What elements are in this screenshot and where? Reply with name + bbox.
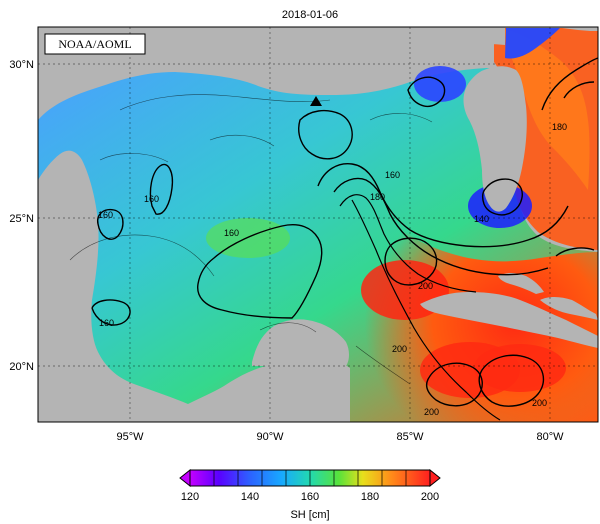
red-eddy-east bbox=[474, 344, 566, 392]
colorbar bbox=[179, 468, 441, 488]
lon-tick: 95°W bbox=[116, 431, 144, 443]
contour-label: 200 bbox=[418, 281, 433, 291]
contour-label: 160 bbox=[98, 210, 113, 220]
colorbar-tick: 140 bbox=[241, 491, 259, 503]
contour-label-group: 160 160 160 160 180 160 180 140 200 200 … bbox=[98, 122, 567, 417]
contour-label: 200 bbox=[392, 344, 407, 354]
source-label-box bbox=[44, 33, 146, 55]
cuba bbox=[420, 292, 598, 348]
contour-label: 180 bbox=[370, 192, 385, 202]
contour-label: 180 bbox=[552, 122, 567, 132]
contour-label: 160 bbox=[144, 194, 159, 204]
lon-tick: 85°W bbox=[396, 431, 424, 443]
north-coast-land bbox=[38, 27, 598, 80]
contour-label: 160 bbox=[385, 170, 400, 180]
thin-contours bbox=[69, 94, 433, 385]
contour-label: 200 bbox=[424, 407, 439, 417]
bahamas-islands bbox=[498, 273, 544, 294]
mexico-west-land bbox=[38, 150, 196, 422]
colorbar-tick: 180 bbox=[361, 491, 379, 503]
contour-label: 160 bbox=[224, 228, 239, 238]
lat-tick: 25°N bbox=[9, 213, 34, 225]
cold-eddy-north bbox=[505, 28, 560, 59]
colorbar-tick: 120 bbox=[181, 491, 199, 503]
blue-eddy-north bbox=[414, 66, 466, 102]
colorbar-label: SH [cm] bbox=[290, 509, 329, 521]
yucatan-peninsula bbox=[252, 319, 349, 366]
gridlines bbox=[38, 27, 598, 422]
contour-label: 200 bbox=[532, 398, 547, 408]
lon-tick: 80°W bbox=[536, 431, 564, 443]
contour-label: 160 bbox=[99, 318, 114, 328]
colorbar-tick: 160 bbox=[301, 491, 319, 503]
map-title: 2018-01-06 bbox=[282, 9, 338, 21]
island-chain bbox=[540, 297, 598, 320]
florida-peninsula bbox=[463, 66, 527, 212]
contour-label: 140 bbox=[474, 214, 489, 224]
gulf-stream bbox=[500, 28, 590, 190]
lat-tick: 20°N bbox=[9, 361, 34, 373]
colorbar-tick: 200 bbox=[421, 491, 439, 503]
triangle-marker-icon bbox=[310, 96, 322, 106]
map-border bbox=[37, 26, 599, 423]
mexico-south-land bbox=[188, 360, 350, 422]
lat-tick: 30°N bbox=[9, 59, 34, 71]
source-label: NOAA/AOML bbox=[58, 37, 131, 51]
lon-tick: 90°W bbox=[256, 431, 284, 443]
